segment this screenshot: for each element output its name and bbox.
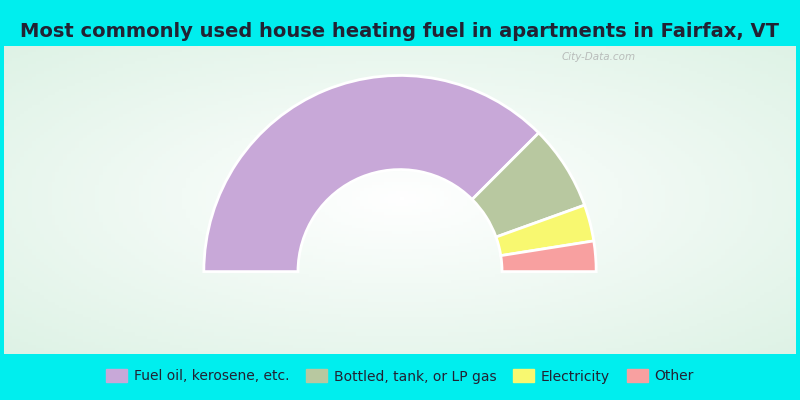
Legend: Fuel oil, kerosene, etc., Bottled, tank, or LP gas, Electricity, Other: Fuel oil, kerosene, etc., Bottled, tank,…	[101, 364, 699, 389]
Wedge shape	[501, 241, 596, 272]
Wedge shape	[496, 205, 594, 256]
Wedge shape	[204, 76, 538, 272]
Text: City-Data.com: City-Data.com	[562, 52, 635, 62]
Text: Most commonly used house heating fuel in apartments in Fairfax, VT: Most commonly used house heating fuel in…	[21, 22, 779, 41]
Wedge shape	[472, 133, 585, 237]
